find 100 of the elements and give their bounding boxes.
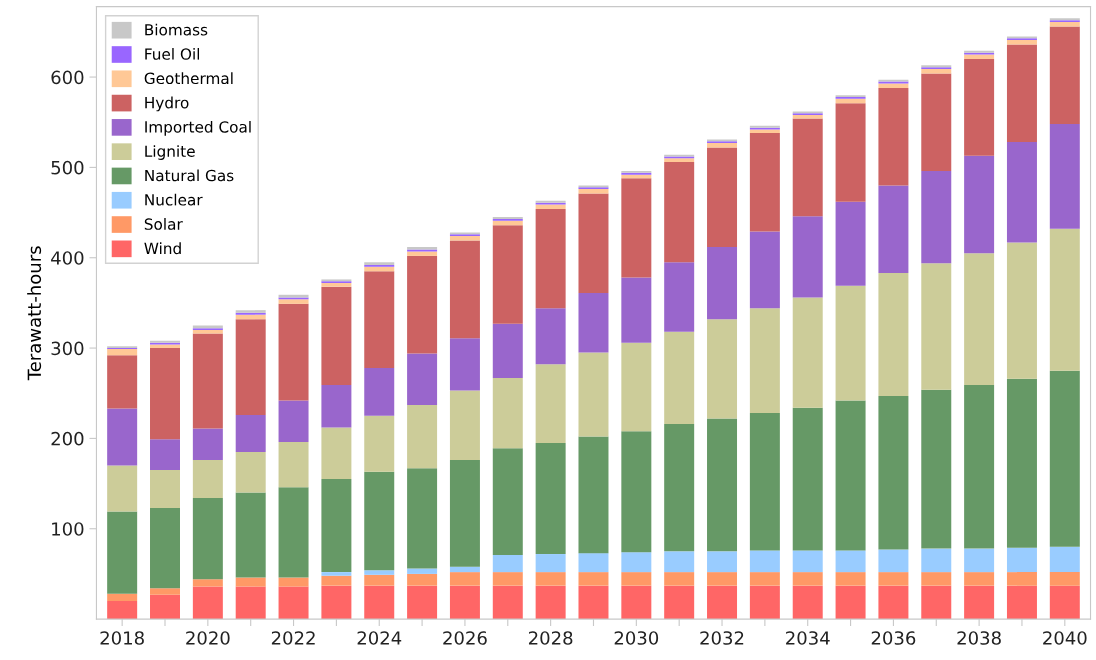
x-tick-label: 2040 [1043, 631, 1087, 645]
x-tick-label: 2024 [357, 631, 402, 645]
y-tick-label: 100 [52, 522, 84, 536]
bar [150, 588, 180, 595]
bar [835, 585, 866, 620]
y-tick-label: 500 [51, 160, 84, 175]
bar [878, 395, 909, 550]
bar [664, 331, 695, 424]
bar [621, 585, 652, 620]
bar [364, 585, 395, 620]
bar [235, 492, 266, 578]
bar [364, 471, 395, 571]
bar [1006, 44, 1037, 143]
bar [449, 566, 480, 573]
bar [1049, 228, 1080, 371]
bar [664, 572, 695, 586]
bar [578, 193, 609, 293]
bar [921, 389, 952, 549]
bar [921, 548, 952, 573]
bar [150, 594, 180, 620]
bar [407, 573, 438, 586]
bar [749, 133, 780, 232]
bar [321, 575, 352, 586]
x-tick-label: 2018 [100, 631, 144, 645]
bar [1006, 142, 1037, 243]
bar [321, 427, 352, 480]
bar [707, 551, 738, 573]
bar [278, 442, 309, 488]
bar [449, 390, 480, 461]
bar [707, 143, 738, 148]
bar [578, 553, 609, 573]
bar [749, 585, 780, 620]
bar [449, 585, 480, 620]
bar [878, 83, 909, 88]
bar [107, 511, 138, 594]
bar [192, 579, 223, 587]
bar [921, 572, 952, 586]
bar [321, 286, 352, 386]
bar [1049, 26, 1080, 125]
bar [192, 586, 223, 620]
bar [578, 436, 609, 554]
bar [1049, 572, 1080, 586]
bar [407, 251, 438, 256]
bar [449, 236, 480, 241]
bar [535, 364, 566, 443]
bar [964, 253, 995, 386]
x-tick-label: 2030 [614, 631, 659, 645]
bar [235, 414, 266, 452]
bar [150, 348, 180, 440]
bar [364, 367, 395, 416]
bar [192, 330, 223, 334]
bar [1006, 572, 1037, 586]
bar [150, 507, 180, 589]
bar [107, 348, 138, 356]
legend-label: Geothermal [144, 72, 233, 85]
bar [1006, 40, 1037, 45]
bar [278, 299, 309, 304]
bar [621, 552, 652, 573]
bar [792, 585, 823, 620]
y-tick-label: 600 [51, 70, 84, 85]
bar [1049, 124, 1080, 229]
bar [835, 572, 866, 586]
bar [749, 572, 780, 586]
bar [964, 572, 995, 586]
bar [407, 404, 438, 469]
bar [278, 586, 309, 620]
bar [107, 408, 138, 466]
bar [192, 428, 223, 461]
bar [878, 572, 909, 586]
bar [278, 487, 309, 578]
bar [664, 262, 695, 332]
bar [364, 271, 395, 368]
legend-label: Wind [144, 242, 181, 255]
bar [921, 73, 952, 172]
bar [107, 593, 138, 602]
bar [878, 185, 909, 274]
x-tick-label: 2034 [786, 631, 830, 645]
bar [578, 189, 609, 194]
bar [407, 568, 438, 574]
bar [964, 585, 995, 620]
bar [492, 585, 523, 620]
bar [835, 285, 866, 401]
x-tick-label: 2026 [443, 631, 487, 645]
bar [964, 54, 995, 59]
y-axis-title: Terawatt-hours [27, 246, 42, 381]
bar [707, 246, 738, 320]
bar [707, 418, 738, 552]
bar [535, 572, 566, 586]
bar [150, 344, 180, 349]
bar [1006, 242, 1037, 379]
bar [749, 550, 780, 573]
bar [321, 572, 352, 576]
bar [578, 352, 609, 437]
bar [835, 103, 866, 202]
bar [235, 451, 266, 493]
bar [535, 585, 566, 620]
bar [921, 263, 952, 390]
bar [878, 585, 909, 620]
bar [1006, 547, 1037, 573]
x-tick-label: 2038 [957, 631, 1001, 645]
